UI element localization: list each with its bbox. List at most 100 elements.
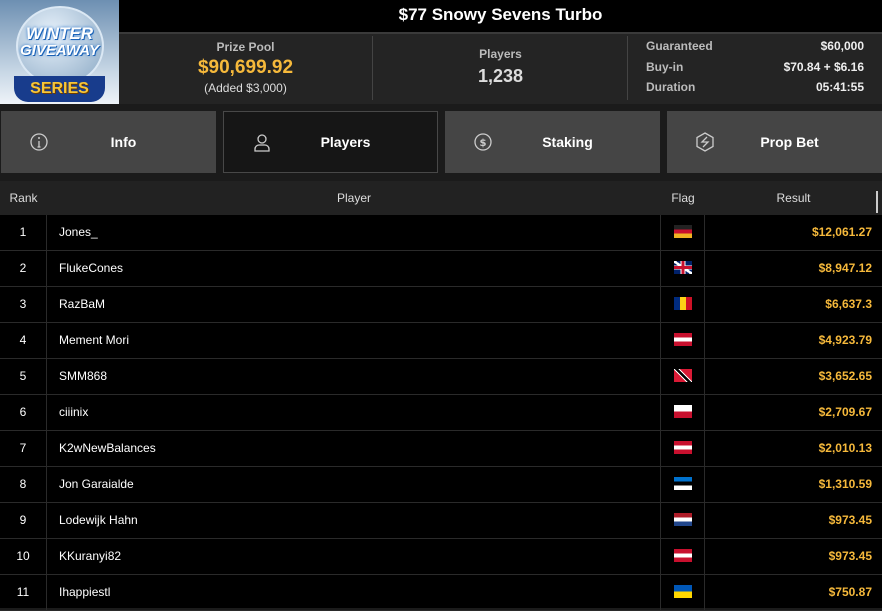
- rank-cell: 3: [0, 287, 47, 322]
- info-value: $70.84 + $6.16: [783, 59, 864, 74]
- flag-icon-tt: [673, 369, 692, 383]
- logo-text-winter: WINTER: [25, 24, 94, 43]
- info-guaranteed: Guaranteed $60,000: [646, 39, 864, 60]
- dollar-coin-icon: $: [474, 133, 492, 151]
- info-value: 05:41:55: [815, 80, 864, 94]
- rank-cell: 2: [0, 251, 47, 286]
- tab-bar: Info Players $ Staking Prop Bet: [0, 111, 882, 173]
- flag-cell: [661, 467, 705, 502]
- prize-pool: Prize Pool $90,699.92 (Added $3,000): [119, 34, 372, 104]
- player-name[interactable]: RazBaM: [47, 287, 661, 322]
- table-row[interactable]: 1 Jones_ $12,061.27: [0, 215, 882, 251]
- result-cell: $4,923.79: [818, 333, 872, 347]
- flag-icon-at: [673, 441, 692, 455]
- players-value: 1,238: [477, 66, 524, 86]
- result-cell: $2,010.13: [818, 441, 872, 455]
- logo-text-series: SERIES: [14, 76, 105, 102]
- lightning-hexagon-icon: [696, 132, 714, 152]
- tab-players[interactable]: Players: [223, 111, 438, 173]
- result-cell: $6,637.3: [825, 297, 872, 311]
- user-icon: [254, 134, 270, 152]
- player-name[interactable]: Jones_: [47, 215, 661, 250]
- flag-cell: [661, 575, 705, 610]
- rank-cell: 7: [0, 431, 47, 466]
- table-row[interactable]: 3 RazBaM $6,637.3: [0, 287, 882, 323]
- flag-icon-at: [673, 549, 692, 563]
- table-row[interactable]: 2 FlukeCones $8,947.12: [0, 251, 882, 287]
- header-result[interactable]: Result: [776, 191, 811, 205]
- rank-cell: 1: [0, 215, 47, 250]
- divider: [372, 36, 373, 100]
- player-name[interactable]: FlukeCones: [47, 251, 661, 286]
- tab-info[interactable]: Info: [1, 111, 216, 173]
- table-row[interactable]: 11 Ihappiestl $750.87: [0, 575, 882, 611]
- flag-cell: [661, 323, 705, 358]
- tab-staking[interactable]: $ Staking: [445, 111, 660, 173]
- flag-cell: [661, 215, 705, 250]
- player-name[interactable]: Jon Garaialde: [47, 467, 661, 502]
- rank-cell: 4: [0, 323, 47, 358]
- result-cell: $750.87: [828, 585, 872, 599]
- flag-cell: [661, 395, 705, 430]
- table-row[interactable]: 9 Lodewijk Hahn $973.45: [0, 503, 882, 539]
- scrollbar[interactable]: [876, 191, 878, 213]
- header-rank[interactable]: Rank: [9, 191, 38, 205]
- prize-pool-value: $90,699.92: [197, 57, 294, 78]
- tab-prop-bet[interactable]: Prop Bet: [667, 111, 882, 173]
- rank-cell: 6: [0, 395, 47, 430]
- result-cell: $8,947.12: [818, 261, 872, 275]
- tab-label: Staking: [542, 134, 593, 150]
- info-label: Guaranteed: [646, 39, 713, 53]
- flag-icon-ua: [673, 585, 692, 599]
- info-icon: [30, 133, 48, 151]
- tab-label: Prop Bet: [760, 134, 819, 150]
- header-flag[interactable]: Flag: [671, 191, 695, 205]
- flag-icon-ee: [673, 477, 692, 491]
- svg-text:$: $: [480, 138, 487, 149]
- player-name[interactable]: K2wNewBalances: [47, 431, 661, 466]
- flag-icon-nl: [673, 513, 692, 527]
- table-row[interactable]: 6 ciiinix $2,709.67: [0, 395, 882, 431]
- flag-icon-at: [673, 333, 692, 347]
- tournament-stats-bar: Prize Pool $90,699.92 (Added $3,000) Pla…: [119, 32, 882, 104]
- results-table: Rank Player Flag Result 1 Jones_ $12,061…: [0, 181, 882, 611]
- players-label: Players: [479, 47, 522, 61]
- table-row[interactable]: 10 KKuranyi82 $973.45: [0, 539, 882, 575]
- tournament-title: $77 Snowy Sevens Turbo: [0, 0, 882, 32]
- table-header: Rank Player Flag Result: [0, 181, 882, 215]
- info-duration: Duration 05:41:55: [646, 80, 864, 101]
- tournament-info: Guaranteed $60,000 Buy-in $70.84 + $6.16 D…: [646, 39, 864, 101]
- flag-cell: [661, 503, 705, 538]
- flag-cell: [661, 251, 705, 286]
- tab-label: Players: [320, 134, 371, 150]
- flag-cell: [661, 539, 705, 574]
- flag-cell: [661, 287, 705, 322]
- table-row[interactable]: 5 SMM868 $3,652.65: [0, 359, 882, 395]
- players-count: Players 1,238: [373, 34, 628, 104]
- player-name[interactable]: ciiinix: [47, 395, 661, 430]
- table-row[interactable]: 7 K2wNewBalances $2,010.13: [0, 431, 882, 467]
- player-name[interactable]: SMM868: [47, 359, 661, 394]
- header-player[interactable]: Player: [336, 191, 371, 205]
- player-name[interactable]: Ihappiestl: [47, 575, 661, 610]
- result-cell: $12,061.27: [811, 225, 872, 239]
- result-cell: $2,709.67: [818, 405, 872, 419]
- table-row[interactable]: 4 Mement Mori $4,923.79: [0, 323, 882, 359]
- info-buy-in: Buy-in $70.84 + $6.16: [646, 60, 864, 81]
- table-row[interactable]: 8 Jon Garaialde $1,310.59: [0, 467, 882, 503]
- rank-cell: 10: [0, 539, 47, 574]
- rank-cell: 8: [0, 467, 47, 502]
- flag-icon-pl: [673, 405, 692, 419]
- flag-cell: [661, 359, 705, 394]
- flag-icon-ro: [673, 297, 692, 311]
- result-cell: $973.45: [828, 549, 872, 563]
- rank-cell: 9: [0, 503, 47, 538]
- prize-pool-label: Prize Pool: [216, 40, 275, 54]
- divider: [627, 36, 628, 100]
- player-name[interactable]: KKuranyi82: [47, 539, 661, 574]
- player-name[interactable]: Mement Mori: [47, 323, 661, 358]
- flag-icon-de: [673, 225, 692, 239]
- prize-pool-added: (Added $3,000): [204, 81, 287, 95]
- player-name[interactable]: Lodewijk Hahn: [47, 503, 661, 538]
- rank-cell: 11: [0, 575, 47, 610]
